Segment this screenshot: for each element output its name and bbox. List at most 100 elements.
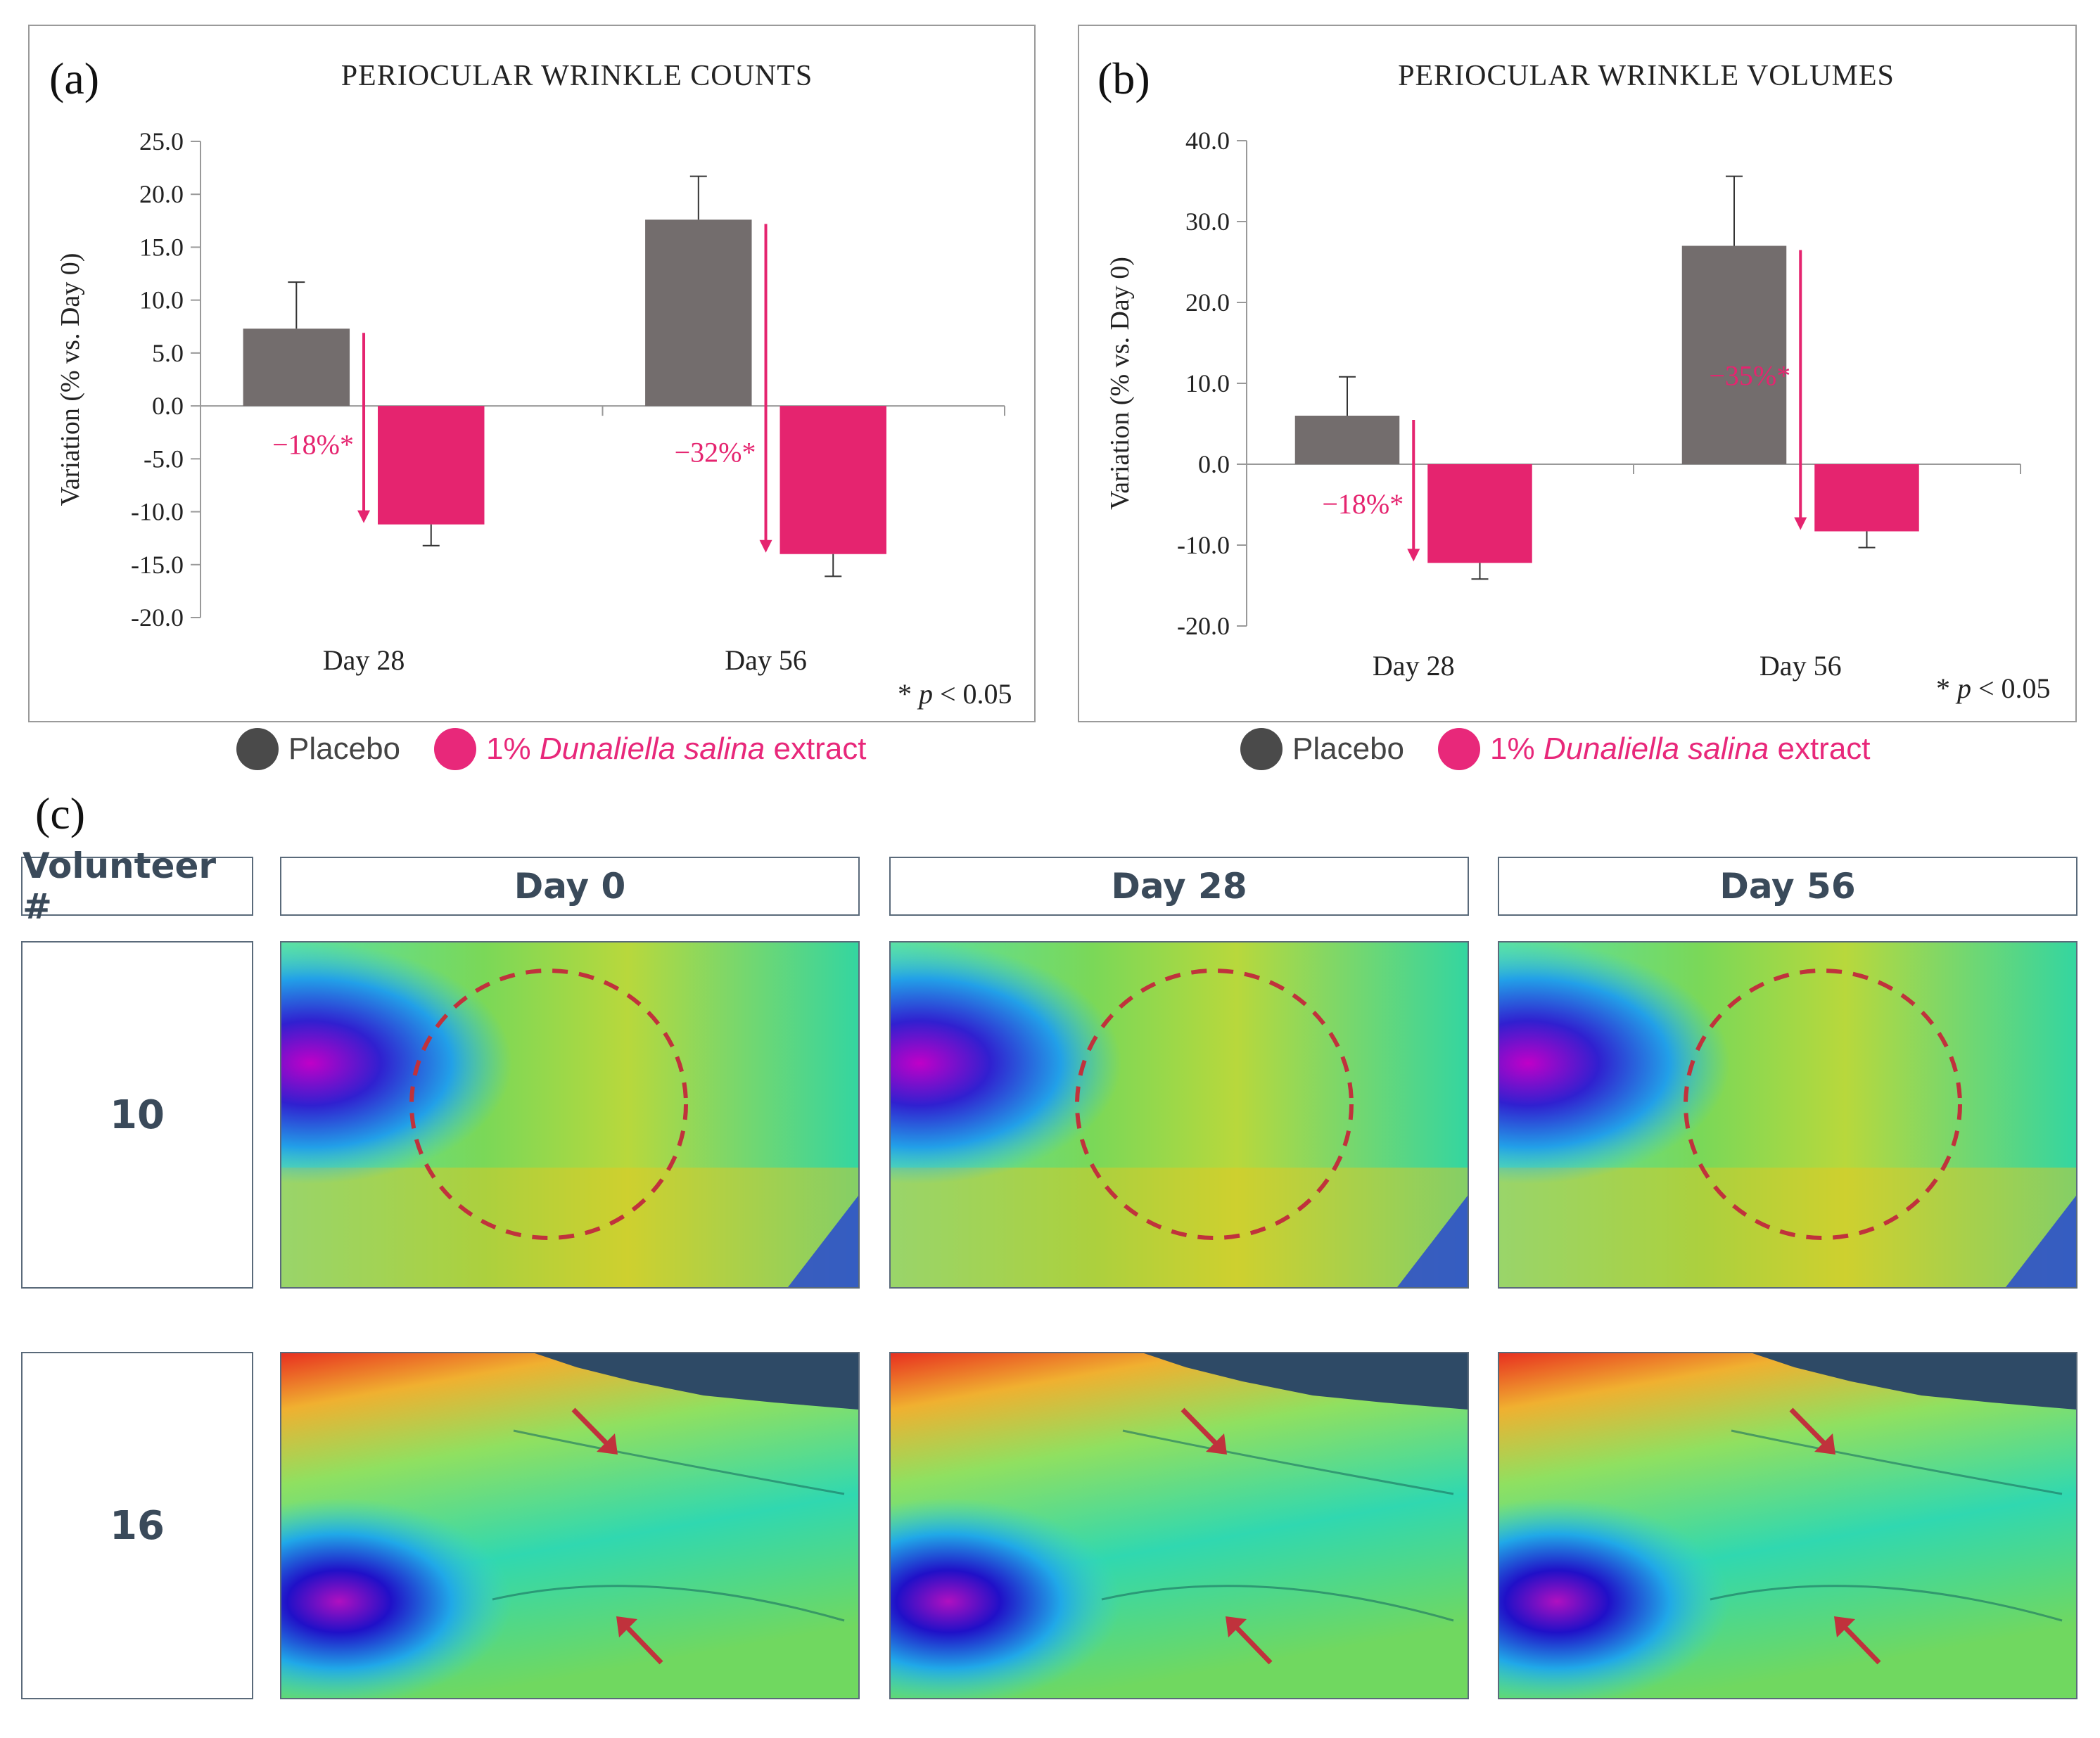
y-tick-label: 40.0 <box>1185 127 1230 155</box>
legend-extract-suffix: extract <box>765 731 867 766</box>
topography-image-v16-day28 <box>889 1352 1469 1699</box>
x-category-label: Day 56 <box>1759 650 1842 682</box>
wrinkle-line <box>1101 1585 1454 1622</box>
region-of-interest-circle <box>1684 969 1962 1240</box>
bar-placebo <box>243 328 350 407</box>
volunteer-16-cell: 16 <box>21 1352 253 1699</box>
chart-b-footnote: * p < 0.05 <box>1936 672 2051 705</box>
corner-shadow <box>2006 1196 2076 1287</box>
y-tick-label: 10.0 <box>139 286 184 314</box>
topography-map <box>1499 943 2076 1287</box>
footnote-p: p <box>919 678 933 710</box>
legend-b: Placebo 1% Dunaliella salina extract <box>1240 728 1871 770</box>
arrow-up-left <box>621 1621 663 1665</box>
chart-a-footnote: * p < 0.05 <box>898 677 1012 710</box>
difference-arrowhead <box>1407 549 1420 562</box>
bar-extract <box>779 406 886 554</box>
bar-placebo <box>1681 245 1787 464</box>
eye-corner-depression <box>1499 943 2076 1287</box>
legend-extract-prefix: 1% <box>486 731 540 766</box>
arrowhead <box>616 1616 637 1637</box>
header-day-0: Day 0 <box>280 857 860 916</box>
eye-corner-depression <box>1499 1353 2076 1698</box>
bar-placebo <box>1294 416 1400 464</box>
arrowhead <box>1834 1616 1855 1637</box>
arrowhead <box>1206 1433 1227 1455</box>
difference-label: −18%* <box>1322 488 1404 520</box>
region-of-interest-circle <box>409 969 688 1240</box>
topography-image-v10-day28 <box>889 941 1469 1289</box>
extract-swatch <box>434 728 477 770</box>
chart-b-title: PERIOCULAR WRINKLE VOLUMES <box>1398 60 1895 92</box>
header-day-56: Day 56 <box>1498 857 2077 916</box>
topography-map <box>1499 1353 2076 1698</box>
bar-extract <box>1814 464 1919 532</box>
topography-map <box>281 943 858 1287</box>
wrinkle-line <box>492 1585 845 1622</box>
chart-a-title: PERIOCULAR WRINKLE COUNTS <box>341 60 813 92</box>
topography-image-v10-day56 <box>1498 941 2077 1289</box>
corner-shadow <box>788 1196 858 1287</box>
header-day-28: Day 28 <box>889 857 1469 916</box>
header-volunteer: Volunteer # <box>21 845 253 927</box>
y-tick-label: 5.0 <box>152 339 184 367</box>
x-category-label: Day 56 <box>725 644 807 676</box>
topography-image-v16-day56 <box>1498 1352 2077 1699</box>
x-category-label: Day 28 <box>1373 650 1455 682</box>
y-tick-label: 0.0 <box>1198 450 1230 478</box>
background-region <box>1144 1353 1468 1410</box>
x-category-label: Day 28 <box>323 644 405 676</box>
footnote-star: * <box>1936 672 1957 704</box>
y-tick-label: -5.0 <box>144 445 184 473</box>
difference-label: −35%* <box>1709 360 1790 392</box>
difference-arrowhead <box>1794 517 1807 530</box>
panel-b-letter: (b) <box>1097 53 1150 103</box>
topography-image-v10-day0 <box>280 941 860 1289</box>
legend-extract-species: Dunaliella salina <box>1543 731 1769 766</box>
bar-placebo <box>645 219 752 407</box>
arrow-down-right <box>1789 1407 1831 1450</box>
wrinkle-line <box>1710 1585 2063 1622</box>
extract-swatch <box>1438 728 1481 770</box>
arrowhead <box>1226 1616 1247 1637</box>
difference-label: −32%* <box>675 436 756 468</box>
y-tick-label: -20.0 <box>131 603 184 632</box>
chart-a: 25.0 20.0 15.0 10.0 5.0 0.0 -5.0 -10.0 -15.0 -20.… <box>56 127 1005 676</box>
y-tick-label: 30.0 <box>1185 207 1230 236</box>
wrinkle-line <box>1731 1429 2063 1495</box>
arrowhead <box>1814 1433 1835 1455</box>
y-tick-label: 15.0 <box>139 233 184 261</box>
y-tick-label: -10.0 <box>131 498 184 526</box>
y-tick-label: -10.0 <box>1177 531 1230 559</box>
topography-map <box>281 1353 858 1698</box>
y-tick-label: -20.0 <box>1177 612 1230 640</box>
legend-placebo-label: Placebo <box>288 731 401 766</box>
volunteer-10-cell: 10 <box>21 941 253 1289</box>
eye-corner-depression <box>281 1353 858 1698</box>
y-tick-label: 10.0 <box>1185 369 1230 397</box>
y-tick-label: 20.0 <box>139 180 184 208</box>
bar-extract <box>378 406 485 525</box>
placebo-swatch <box>236 728 279 770</box>
y-tick-label: 20.0 <box>1185 288 1230 317</box>
legend-extract-suffix: extract <box>1769 731 1871 766</box>
region-of-interest-circle <box>1075 969 1354 1240</box>
panel-c-letter: (c) <box>35 788 86 838</box>
topography-image-v16-day0 <box>280 1352 860 1699</box>
background-region <box>1752 1353 2076 1410</box>
difference-arrowhead <box>759 539 772 553</box>
y-axis-label: Variation (% vs. Day 0) <box>1105 257 1135 510</box>
wrinkle-line <box>1122 1429 1454 1495</box>
panel-a-letter: (a) <box>49 53 100 103</box>
footnote-star: * <box>898 678 919 710</box>
difference-arrowhead <box>357 510 371 523</box>
y-axis-label: Variation (% vs. Day 0) <box>56 253 85 506</box>
y-tick-label: -15.0 <box>131 551 184 579</box>
arrow-down-right <box>571 1407 613 1450</box>
legend-extract-label: 1% Dunaliella salina extract <box>1490 731 1871 767</box>
legend-extract-species: Dunaliella salina <box>539 731 765 766</box>
bar-extract <box>1427 464 1532 563</box>
legend-a: Placebo 1% Dunaliella salina extract <box>236 728 867 770</box>
background-region <box>535 1353 858 1410</box>
wrinkle-line <box>513 1429 845 1495</box>
